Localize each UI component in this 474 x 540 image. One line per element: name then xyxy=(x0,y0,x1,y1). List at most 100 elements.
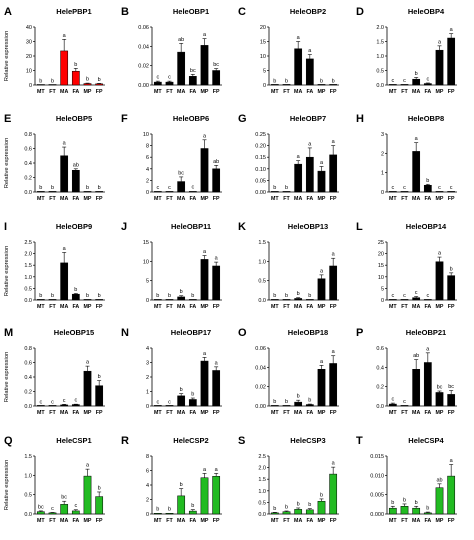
bar xyxy=(282,191,291,193)
panel-letter: E xyxy=(4,113,11,125)
bar xyxy=(305,156,314,193)
x-tick-label: MA xyxy=(60,196,68,202)
panel-letter: F xyxy=(121,113,128,125)
x-tick-label: FT xyxy=(166,196,173,202)
significance-label: c xyxy=(391,185,394,191)
x-tick-label: FP xyxy=(330,410,337,416)
significance-label: a xyxy=(86,360,90,366)
x-tick-label: FT xyxy=(49,410,56,416)
y-tick-label: 0.6 xyxy=(24,361,32,367)
significance-label: b xyxy=(285,504,288,510)
x-tick-label: MT xyxy=(154,518,162,524)
bar xyxy=(412,297,421,301)
bar xyxy=(95,83,104,86)
x-tick-label: MP xyxy=(84,304,92,310)
bar xyxy=(412,151,421,193)
bar xyxy=(95,299,104,301)
x-tick-label: MT xyxy=(37,196,45,202)
x-tick-label: MP xyxy=(318,518,326,524)
bar xyxy=(388,84,397,86)
bar xyxy=(282,405,291,407)
x-tick-label: MT xyxy=(154,196,162,202)
y-axis-label: Relative expression xyxy=(4,31,10,82)
bar xyxy=(83,475,92,515)
y-tick-label: 0 xyxy=(263,83,266,89)
y-tick-label: 10 xyxy=(260,54,266,60)
panel-I: I HeleOBP9 0.0 0.5 1.0 1.5 2.0 2.5 Relative expr… xyxy=(4,221,105,310)
significance-label: bc xyxy=(61,495,67,501)
bar xyxy=(188,399,197,407)
significance-label: ab xyxy=(436,477,442,483)
bar xyxy=(36,511,45,515)
y-tick-label: 0.8 xyxy=(24,132,32,138)
y-tick-label: 10 xyxy=(143,259,149,265)
y-tick-label: 1.5 xyxy=(24,263,32,269)
bar xyxy=(305,58,314,86)
significance-label: b xyxy=(86,185,89,191)
y-tick-label: 0 xyxy=(146,512,149,518)
significance-label: bc xyxy=(448,384,454,390)
x-tick-label: MT xyxy=(271,196,279,202)
significance-label: b xyxy=(273,293,276,299)
panel-letter: I xyxy=(4,221,7,233)
bar xyxy=(412,78,421,86)
significance-label: b xyxy=(180,289,183,295)
y-tick-label: 0.4 xyxy=(376,365,384,371)
bar xyxy=(153,513,162,515)
significance-label: c xyxy=(403,185,406,191)
x-tick-label: MA xyxy=(60,410,68,416)
significance-label: a xyxy=(332,349,336,355)
x-tick-label: MA xyxy=(177,410,185,416)
y-tick-label: 10 xyxy=(143,132,149,138)
x-tick-label: FP xyxy=(330,304,337,310)
x-tick-label: MT xyxy=(37,518,45,524)
y-tick-label: 0.6 xyxy=(24,147,32,153)
x-tick-label: MT xyxy=(271,410,279,416)
significance-label: b xyxy=(415,71,418,77)
x-tick-label: MT xyxy=(389,410,397,416)
significance-label: a xyxy=(203,467,207,473)
significance-label: b xyxy=(168,506,171,512)
significance-label: a xyxy=(215,467,219,473)
y-tick-label: 1.0 xyxy=(24,275,32,281)
significance-label: c xyxy=(191,185,194,191)
bar xyxy=(165,299,174,301)
x-tick-label: FT xyxy=(49,196,56,202)
y-axis-label: Relative expression xyxy=(4,460,10,511)
significance-label: b xyxy=(308,293,311,299)
y-tick-label: 0.0 xyxy=(24,190,32,196)
x-tick-label: FP xyxy=(330,518,337,524)
bar xyxy=(71,404,80,407)
panel-Q: Q HeleCSP1 0.0 0.5 1.0 1.5 Relative expression… xyxy=(4,435,105,524)
x-tick-label: FP xyxy=(448,304,455,310)
x-tick-label: FT xyxy=(166,518,173,524)
y-tick-label: 6 xyxy=(146,155,149,161)
y-tick-label: 0.00 xyxy=(255,190,266,196)
bar xyxy=(270,191,279,193)
significance-label: a xyxy=(308,48,312,54)
y-tick-label: 2 xyxy=(381,151,384,157)
significance-label: a xyxy=(320,160,324,166)
panel-A: A HelePBP1 0 10 20 30 40 Relative expression b MT… xyxy=(4,6,105,95)
significance-label: b xyxy=(39,293,42,299)
panel-title: HeleOBP14 xyxy=(406,222,447,231)
y-tick-label: 1 xyxy=(146,390,149,396)
bar xyxy=(447,394,456,407)
bar xyxy=(435,487,444,515)
x-tick-label: MA xyxy=(294,89,302,95)
significance-label: a xyxy=(203,133,207,139)
x-tick-label: FP xyxy=(448,518,455,524)
panel-letter: N xyxy=(121,327,129,339)
significance-label: a xyxy=(203,351,207,357)
panel-S: S HeleCSP3 0.0 0.5 1.0 1.5 2.0 2.5 b MT b FT b MA b FA b… xyxy=(238,435,339,524)
y-tick-label: 0.04 xyxy=(138,44,149,50)
significance-label: b xyxy=(308,502,311,508)
x-tick-label: MA xyxy=(60,518,68,524)
bar xyxy=(447,475,456,515)
significance-label: a xyxy=(63,33,67,39)
x-tick-label: FP xyxy=(448,410,455,416)
panel-O: O HeleOBP18 0.00 0.02 0.04 0.06 b MT b FT b MA b FA a M… xyxy=(238,327,339,416)
x-tick-label: MT xyxy=(154,304,162,310)
panel-G: G HeleOBP7 0.00 0.05 0.10 0.15 0.20 0.25 b MT b FT a… xyxy=(238,113,339,202)
panel-M: M HeleOBP15 0.0 0.2 0.4 0.6 0.8 Relative expres… xyxy=(4,327,105,416)
